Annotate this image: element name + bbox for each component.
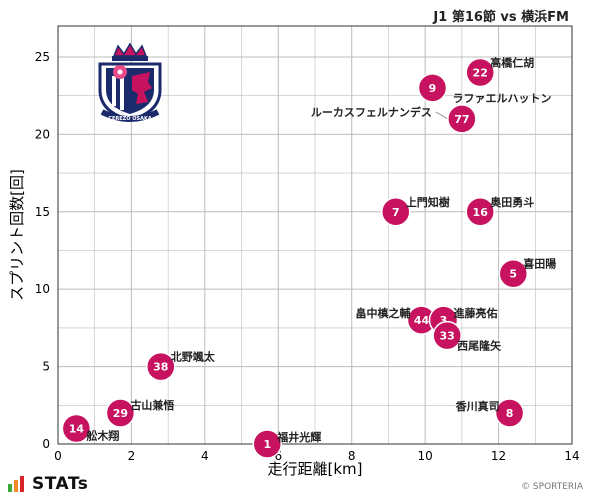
player-number: 14 [69,423,85,436]
player-number: 38 [153,361,168,374]
player-point: 7 上門知樹 [381,195,450,227]
player-marker [498,258,529,289]
y-tick-label: 20 [35,127,50,141]
y-tick-label: 15 [35,205,50,219]
player-name-label: 北野颯太 [171,350,216,364]
player-point: 5 喜田陽 [498,257,556,289]
player-name-label: ルーカスフェルナンデス [311,105,432,119]
player-number: 8 [506,407,514,420]
player-point: 9 ラファエルハットン [417,73,551,105]
player-number: 1 [263,438,271,451]
player-point: 8 香川真司 [455,398,525,428]
y-tick-label: 0 [42,437,50,451]
y-tick-label: 25 [35,50,50,64]
player-number: 3 [440,314,448,327]
team-crest-icon: CEREZO OSAKA [92,42,168,124]
player-marker [252,429,283,459]
player-name-label: 香川真司 [455,399,500,413]
crest-text: CEREZO OSAKA [108,116,152,122]
label-leader-line [435,111,449,120]
player-marker [432,320,462,351]
plot-area [57,25,573,445]
player-marker [465,57,495,88]
x-tick-label: 2 [128,449,136,463]
x-tick-label: 12 [491,449,506,463]
player-marker [465,197,495,227]
player-marker [447,104,477,134]
player-name-label: 古山兼悟 [130,398,174,412]
player-name-label: 喜田陽 [523,257,556,271]
player-number: 33 [440,330,455,343]
copyright-text: © SPORTERIA [521,482,583,492]
player-number: 29 [113,407,128,420]
player-marker [61,413,92,444]
player-number: 77 [454,113,469,126]
y-tick-label: 10 [35,282,50,296]
x-tick-label: 0 [54,449,62,463]
player-name-label: ラファエルハットン [452,92,551,105]
player-name-label: 上門知樹 [406,195,450,209]
player-name-label: 西尾隆矢 [457,339,502,353]
stats-brand-text: STATs [32,474,89,494]
x-tick-label: 6 [274,449,282,463]
player-name-label: 高橋仁胡 [490,55,534,69]
player-number: 16 [473,206,489,219]
x-axis-label: 走行距離[km] [267,460,362,478]
y-tick-label: 5 [42,360,50,374]
player-name-label: 福井光輝 [276,430,321,444]
player-marker [146,351,176,382]
player-name-label: 舩木翔 [86,429,119,443]
player-number: 5 [509,268,517,281]
player-marker [417,73,448,103]
player-point: 77 ルーカスフェルナンデス [311,104,477,134]
x-tick-label: 14 [564,449,579,463]
chart-title: J1 第16節 vs 横浜FM [433,10,569,25]
player-name-label: 畠中槙之輔 [355,306,410,320]
player-marker [381,197,411,227]
player-number: 9 [429,82,437,95]
player-name-label: 進藤亮佑 [454,306,498,320]
player-name-label: 奥田勇斗 [489,195,534,209]
player-marker [494,398,525,428]
y-axis-label: スプリント回数[回] [8,169,26,301]
stats-logo-icon [8,476,24,492]
player-number: 7 [392,206,400,219]
player-number: 22 [473,66,488,79]
player-point: 44 畠中槙之輔 [355,305,437,335]
x-tick-label: 10 [418,449,433,463]
player-point: 1 福井光輝 [252,429,321,459]
stats-brand: STATs [8,474,88,494]
player-number: 44 [414,314,430,327]
x-tick-label: 4 [201,449,209,463]
player-marker [105,398,136,428]
x-tick-label: 8 [348,449,356,463]
